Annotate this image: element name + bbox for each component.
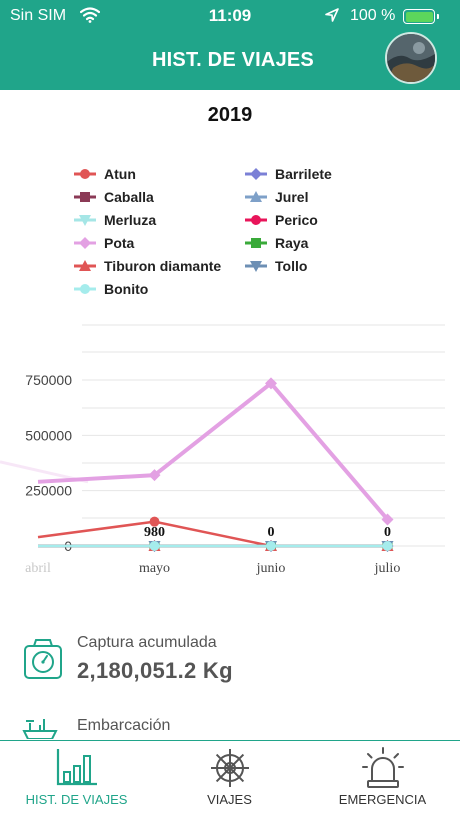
legend-entry: Perico [275, 212, 318, 228]
ship-wheel-icon [209, 747, 251, 794]
legend-entry: Caballa [104, 189, 154, 205]
data-point [149, 541, 160, 551]
alarm-light-icon [361, 747, 404, 794]
legend-marker [80, 169, 90, 179]
line-chart: Atun Barrilete Caballa Jurel Merluza Perico Po… [0, 166, 445, 576]
legend-marker [251, 215, 261, 225]
boat-label: Embarcación [77, 717, 171, 734]
y-tick-label: 500000 [25, 427, 72, 443]
boat-icon [22, 717, 58, 744]
legend-marker [79, 260, 91, 271]
legend-entry: Jurel [275, 189, 308, 205]
legend-entry: Barrilete [275, 166, 332, 182]
data-point [265, 377, 277, 390]
avatar[interactable] [385, 32, 437, 84]
status-bar: Sin SIM 11:09 100 % [0, 0, 460, 32]
y-tick-label: 250000 [25, 483, 72, 499]
tab-label: VIAJES [207, 792, 252, 807]
data-point [266, 541, 276, 551]
data-label: 0 [268, 525, 275, 540]
profile-photo-icon [387, 34, 435, 82]
x-tick-label: julio [374, 561, 401, 576]
location-arrow-icon [324, 7, 340, 28]
catch-value: 2,180,051.2 Kg [77, 658, 233, 683]
x-tick-label: abril [25, 561, 51, 576]
tab-label: HIST. DE VIAJES [25, 792, 128, 807]
data-point [148, 469, 161, 482]
legend-entry: Merluza [104, 212, 156, 228]
catch-label: Captura acumulada [77, 634, 217, 651]
data-label: 0 [384, 525, 391, 540]
chart-title: 2019 [207, 104, 253, 126]
clock: 11:09 [208, 6, 252, 25]
data-point [149, 516, 160, 527]
legend-entry: Atun [104, 166, 136, 182]
catch-total: Captura acumulada 2,180,051.2 Kg [22, 634, 442, 694]
legend-marker [251, 238, 261, 248]
page-title: HIST. DE VIAJES [152, 49, 314, 71]
wifi-icon [79, 7, 101, 28]
x-tick-label: mayo [139, 561, 170, 576]
data-label: 980 [144, 525, 165, 540]
app-header: HIST. DE VIAJES [0, 32, 460, 90]
tab-trips[interactable]: VIAJES [153, 741, 306, 818]
tab-label: EMERGENCIA [338, 792, 427, 807]
battery-icon [403, 9, 439, 24]
battery-percent: 100 % [350, 7, 396, 24]
data-point [381, 513, 394, 526]
legend-marker [79, 215, 91, 226]
bar-chart-icon [55, 747, 99, 792]
boat-info: Embarcación [22, 717, 442, 741]
scale-icon [22, 636, 64, 685]
legend-marker [80, 192, 90, 202]
y-tick-label: 750000 [25, 372, 72, 388]
legend-entry: Tiburon diamante [104, 258, 221, 274]
tab-emergency[interactable]: EMERGENCIA [306, 741, 459, 818]
series-line [37, 380, 390, 521]
legend-marker [250, 168, 262, 180]
legend-entry: Tollo [275, 258, 307, 274]
legend-marker [80, 284, 90, 294]
tab-bar: HIST. DE VIAJES VIAJES EMERGEN [0, 740, 460, 818]
legend-entry: Bonito [104, 281, 148, 297]
legend-entry: Pota [104, 235, 135, 251]
x-tick-label: junio [256, 561, 286, 576]
carrier-label: Sin SIM [10, 7, 67, 24]
legend-marker [79, 237, 91, 249]
data-point [382, 541, 393, 551]
tab-trip-history[interactable]: HIST. DE VIAJES [0, 741, 153, 818]
legend-marker [250, 261, 262, 272]
legend-entry: Raya [275, 235, 309, 251]
legend-marker [250, 191, 262, 202]
